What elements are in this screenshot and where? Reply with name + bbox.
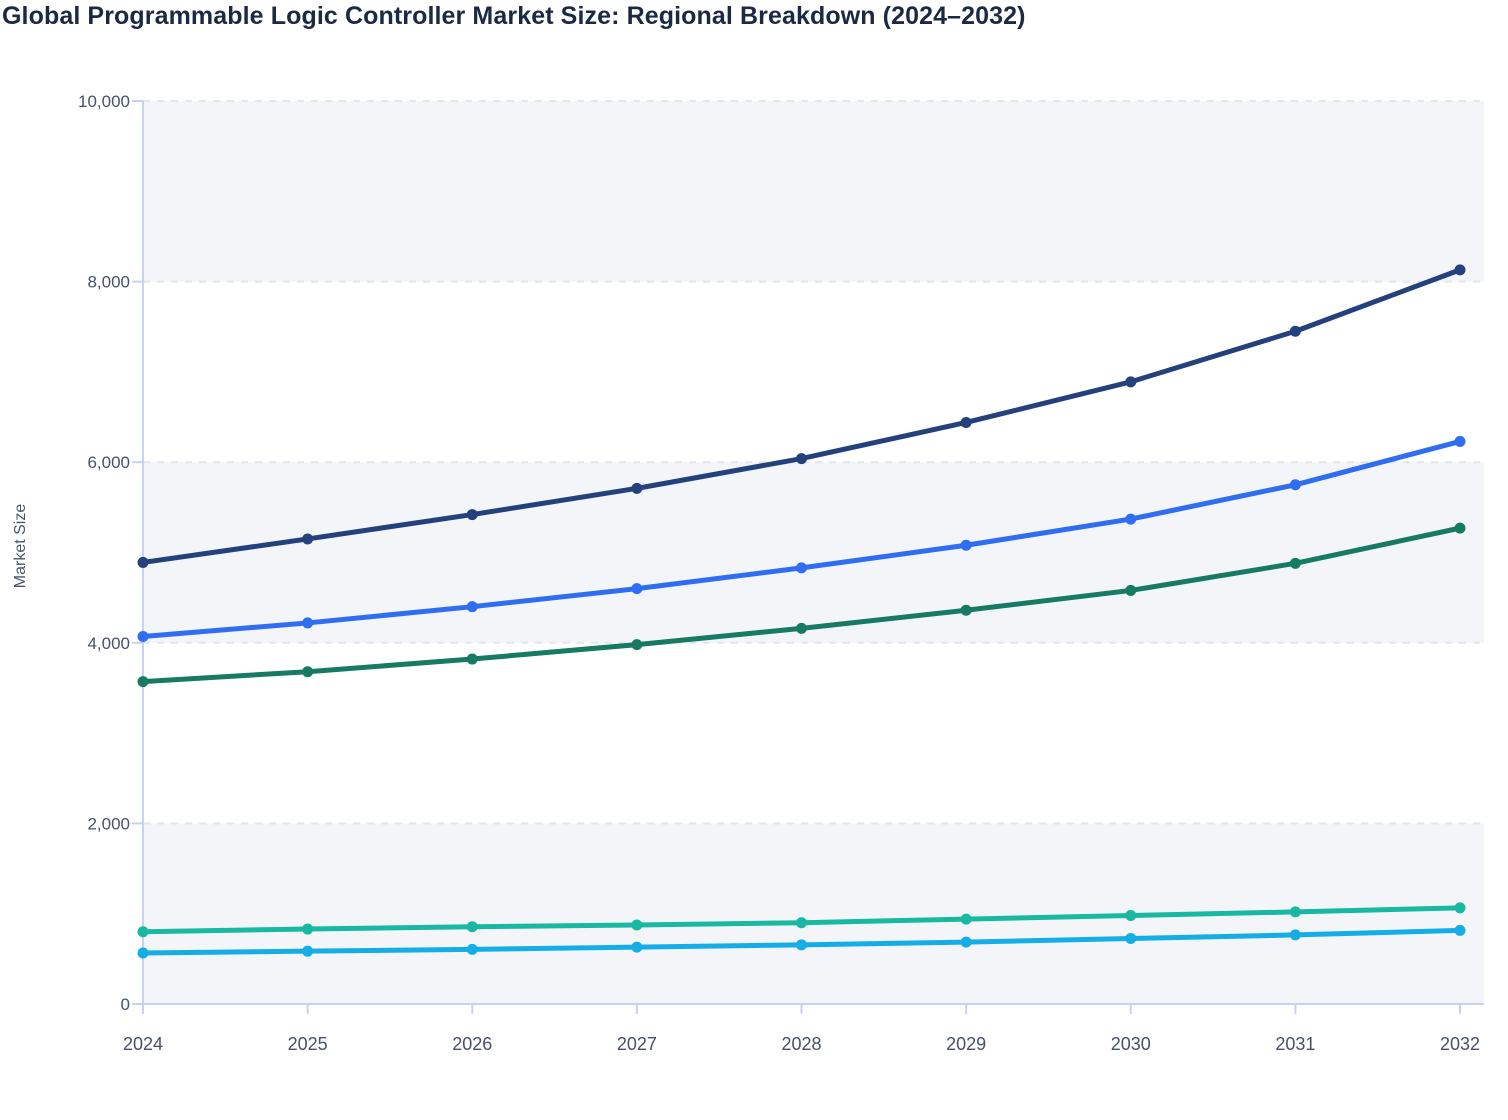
series-blue-point — [796, 562, 807, 574]
series-blue-point — [1289, 479, 1301, 491]
x-tick-label: 2028 — [781, 1034, 821, 1054]
series-teal-point — [466, 921, 478, 933]
x-tick-label: 2026 — [452, 1034, 492, 1054]
series-blue-point — [137, 630, 149, 642]
series-blue-point — [960, 539, 972, 551]
series-cyan-point — [302, 945, 314, 957]
x-tick-label: 2025 — [288, 1034, 328, 1054]
series-blue-point — [1454, 435, 1466, 447]
y-tick-label: 6,000 — [87, 453, 130, 472]
series-cyan-point — [466, 943, 478, 955]
series-navy-point — [1125, 376, 1137, 388]
series-teal-point — [631, 919, 643, 931]
series-cyan-point — [1289, 929, 1301, 941]
x-tick-label: 2032 — [1440, 1034, 1480, 1054]
series-teal-point — [1454, 902, 1466, 914]
series-cyan-point — [631, 941, 643, 953]
y-tick-label: 10,000 — [78, 92, 130, 111]
x-tick-label: 2029 — [946, 1034, 986, 1054]
series-green-point — [137, 676, 149, 688]
chart-title: Global Programmable Logic Controller Mar… — [2, 2, 1026, 30]
series-navy-point — [960, 416, 972, 428]
series-green-point — [631, 639, 643, 651]
series-green-point — [1289, 557, 1301, 569]
series-green-point — [1125, 584, 1137, 596]
series-green-point — [960, 604, 972, 616]
series-green-point — [796, 622, 807, 634]
series-blue-point — [466, 601, 478, 613]
series-navy-point — [137, 556, 149, 568]
series-green-point — [1454, 522, 1466, 534]
series-teal-point — [137, 926, 149, 938]
series-blue-point — [302, 617, 314, 629]
series-navy-point — [466, 509, 478, 521]
plot-band — [143, 101, 1484, 282]
series-teal-point — [960, 913, 972, 925]
y-tick-label: 8,000 — [87, 273, 130, 292]
series-teal-point — [796, 917, 807, 929]
y-tick-label: 4,000 — [87, 634, 130, 653]
series-navy-point — [631, 482, 643, 494]
x-tick-label: 2024 — [123, 1034, 163, 1054]
series-navy-point — [302, 533, 314, 545]
series-navy-point — [1454, 264, 1466, 276]
series-navy-point — [1289, 325, 1301, 337]
y-tick-label: 0 — [121, 995, 130, 1014]
series-cyan-point — [137, 947, 149, 959]
series-blue-point — [1125, 513, 1137, 525]
series-navy-point — [796, 453, 807, 465]
x-tick-label: 2031 — [1275, 1034, 1315, 1054]
series-cyan-point — [1125, 933, 1137, 945]
series-blue-point — [631, 583, 643, 595]
series-cyan-point — [796, 939, 807, 951]
y-tick-label: 2,000 — [87, 814, 130, 833]
series-green-point — [302, 666, 314, 678]
series-teal-point — [302, 923, 314, 935]
series-teal-point — [1289, 906, 1301, 918]
series-cyan-point — [960, 936, 972, 948]
series-teal-point — [1125, 910, 1137, 922]
series-green-point — [466, 653, 478, 665]
x-tick-label: 2030 — [1111, 1034, 1151, 1054]
x-tick-label: 2027 — [617, 1034, 657, 1054]
series-cyan-point — [1454, 924, 1466, 936]
